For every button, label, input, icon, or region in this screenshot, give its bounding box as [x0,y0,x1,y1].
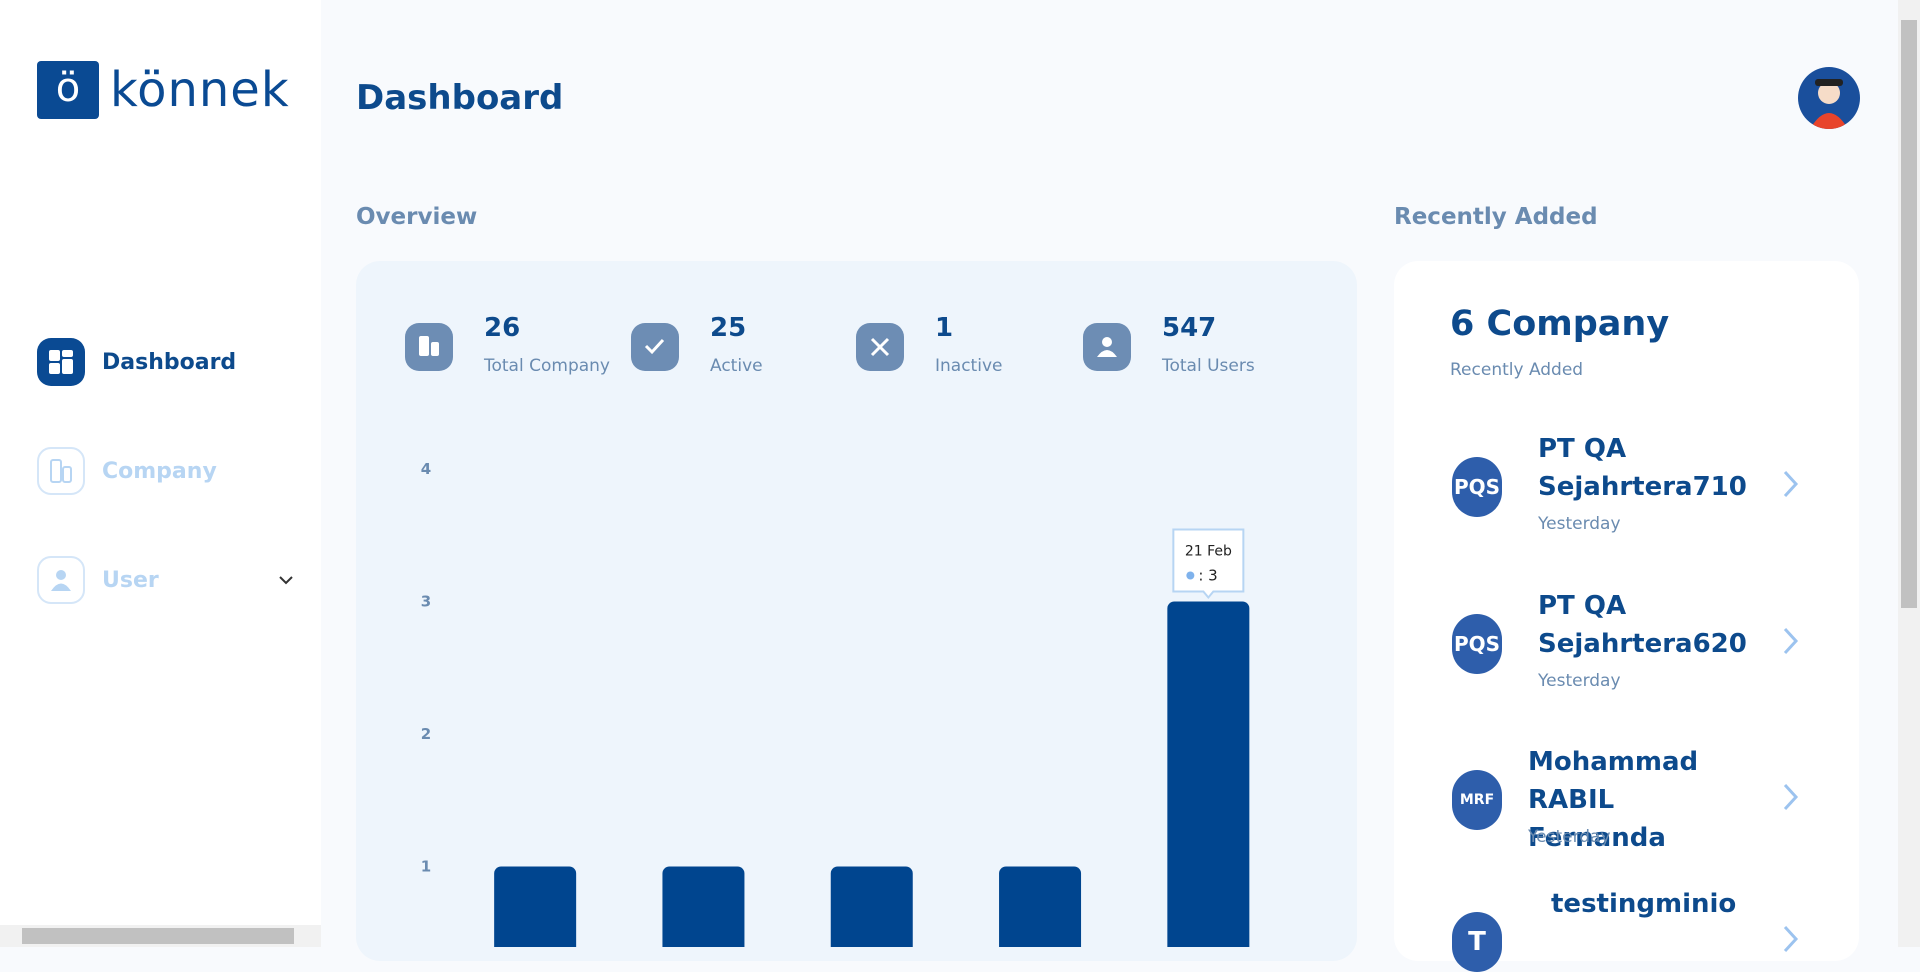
tooltip-box [1172,528,1245,600]
avatar-art [1810,79,1848,129]
nav-label: Company [102,458,217,484]
stat-value: 26 [484,313,521,343]
y-tick-label: 3 [421,593,431,611]
stat-label: Inactive [935,356,1003,376]
y-tick-label: 1 [421,858,431,876]
company-time: Yesterday [1538,671,1621,691]
row-chevron[interactable] [1780,924,1800,958]
company-name[interactable]: Mohammad RABIL Fernanda [1528,747,1699,853]
logo-name: könnek [110,62,290,118]
nav-label: Dashboard [102,349,237,375]
chevron [1783,470,1799,498]
icon [50,459,72,483]
nav-expand[interactable] [278,572,294,588]
company-initials: MRF [1452,770,1502,830]
nav-label: User [102,567,159,593]
stat-icon [1083,323,1131,371]
company-initials: PQS [1452,457,1502,517]
stat-value: 25 [710,313,747,343]
nav-company[interactable]: Company [37,447,287,495]
nav-user[interactable]: User [37,556,287,604]
logo-mark: ö [37,61,109,127]
row-chevron[interactable] [1780,782,1800,816]
bar [1167,601,1250,947]
bar [830,866,913,947]
tooltip: 21 Feb : 3 [1172,528,1245,600]
recent-subtitle: Recently Added [1450,360,1584,380]
section-title: Recently Added [1394,204,1598,230]
company-time: Yesterday [1538,514,1621,534]
icon [870,337,890,357]
chevron [1783,783,1799,811]
company-name[interactable]: testingminio [1551,889,1737,919]
chart: 1 2 3 4 21 Feb : 3 [421,460,1250,947]
icon [644,338,665,355]
recent-count: 6 Company [1450,304,1670,344]
scroll-thumb[interactable] [1901,20,1917,608]
bar [999,866,1082,947]
row-chevron[interactable] [1780,469,1800,503]
nav-dashboard[interactable]: Dashboard [37,338,287,386]
company-name[interactable]: PT QA Sejahrtera620 [1538,591,1747,659]
user-avatar[interactable] [1798,67,1860,129]
stat-value: 1 [935,313,954,343]
y-tick-label: 2 [421,725,431,743]
chevron [1783,627,1799,655]
icon [51,570,71,591]
icon [49,350,73,374]
row-chevron[interactable] [1780,626,1800,660]
icon [419,336,439,356]
icon [1097,337,1117,357]
tooltip-value: : 3 [1198,567,1217,585]
stat-label: Total Users [1162,356,1255,376]
section-title: Overview [356,204,478,230]
y-tick-label: 4 [421,460,431,478]
scroll-thumb[interactable] [22,928,294,944]
nav-icon [37,338,85,386]
tooltip-dot [1186,571,1195,580]
bar [494,866,577,947]
nav-icon [37,556,85,604]
stat-icon [631,323,679,371]
stat-value: 547 [1162,313,1217,343]
tooltip-category: 21 Feb [1185,544,1232,560]
stat-icon [856,323,904,371]
company-time: Yesterday [1528,827,1611,847]
bar [662,866,745,947]
nav-icon [37,447,85,495]
stat-label: Active [710,356,763,376]
stat-label: Total Company [484,356,610,376]
sidebar: ö könnek Dashboard Company User [0,0,321,947]
stat-icon [405,323,453,371]
page-title: Dashboard [356,78,564,118]
company-name[interactable]: PT QA Sejahrtera710 [1538,434,1747,502]
company-initials: T [1452,912,1502,972]
company-initials: PQS [1452,614,1502,674]
chevron [1783,925,1799,953]
recent-card [1394,261,1859,961]
